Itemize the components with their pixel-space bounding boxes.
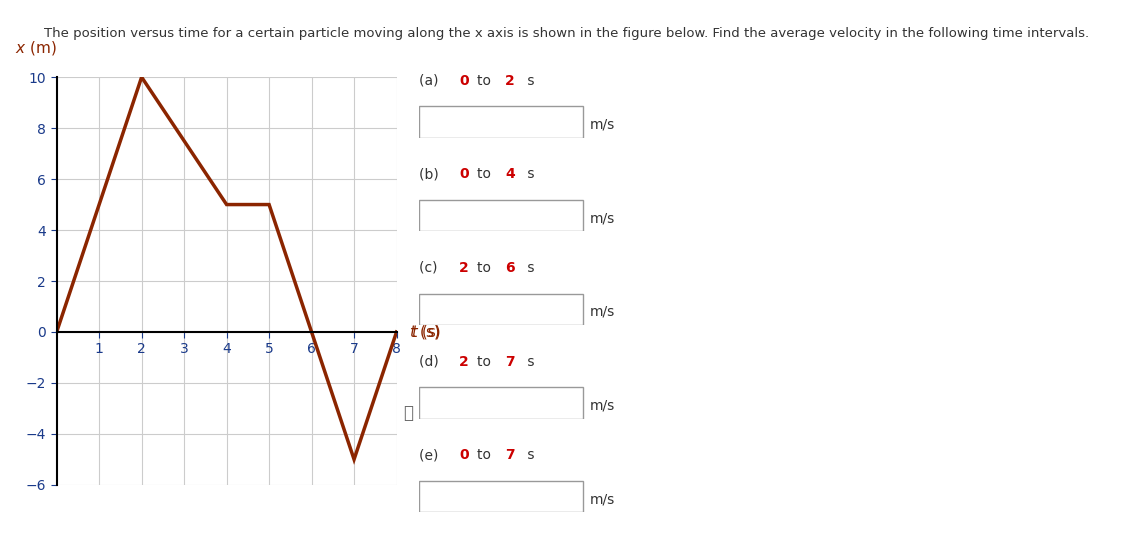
Text: 2: 2 <box>459 355 469 369</box>
Text: m/s: m/s <box>589 211 614 225</box>
Text: ⓘ: ⓘ <box>403 404 412 422</box>
Text: s: s <box>522 261 534 275</box>
Text: to: to <box>477 74 495 88</box>
Text: to: to <box>477 168 495 181</box>
Text: to: to <box>477 355 495 369</box>
Text: s: s <box>522 449 534 462</box>
Text: 0: 0 <box>459 168 469 181</box>
Text: 6: 6 <box>505 261 514 275</box>
Text: (a): (a) <box>419 74 443 88</box>
Text: 2: 2 <box>459 261 469 275</box>
Text: (d): (d) <box>419 355 443 369</box>
Text: to: to <box>477 449 495 462</box>
Text: The position versus time for a certain particle moving along the x axis is shown: The position versus time for a certain p… <box>44 26 1089 40</box>
Text: 7: 7 <box>505 449 514 462</box>
Text: m/s: m/s <box>589 117 614 132</box>
FancyBboxPatch shape <box>419 294 582 325</box>
Text: s: s <box>522 355 534 369</box>
FancyBboxPatch shape <box>419 387 582 419</box>
Text: (e): (e) <box>419 449 443 462</box>
Text: 0: 0 <box>459 449 469 462</box>
Text: $t$ (s): $t$ (s) <box>409 323 441 341</box>
Text: 7: 7 <box>505 355 514 369</box>
Text: (c): (c) <box>419 261 442 275</box>
FancyBboxPatch shape <box>419 106 582 138</box>
Text: to: to <box>477 261 495 275</box>
Text: m/s: m/s <box>589 305 614 319</box>
Text: s: s <box>522 168 534 181</box>
FancyBboxPatch shape <box>419 200 582 231</box>
Text: $t$ (s): $t$ (s) <box>411 323 442 341</box>
Text: 0: 0 <box>459 74 469 88</box>
FancyBboxPatch shape <box>419 481 582 512</box>
Text: 2: 2 <box>505 74 516 88</box>
Text: m/s: m/s <box>589 398 614 413</box>
Text: m/s: m/s <box>589 492 614 506</box>
Text: $x$ (m): $x$ (m) <box>15 39 57 57</box>
Text: 4: 4 <box>505 168 516 181</box>
Text: s: s <box>522 74 534 88</box>
Text: (b): (b) <box>419 168 443 181</box>
